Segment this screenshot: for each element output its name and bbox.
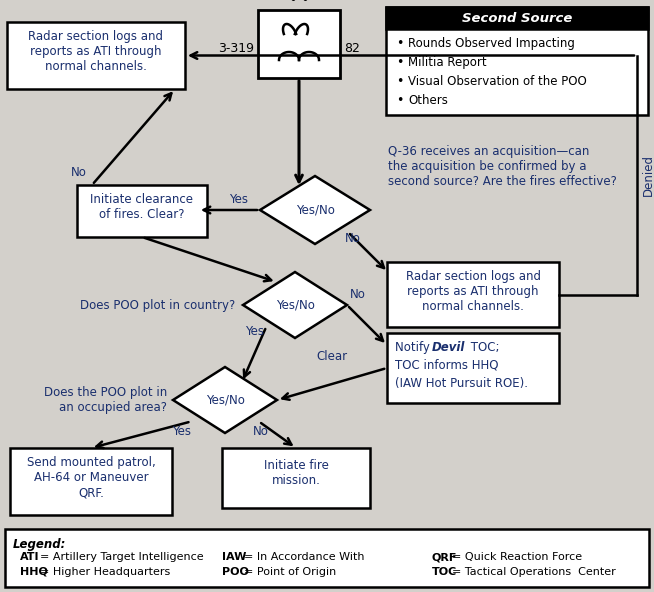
Text: •: •	[301, 0, 309, 8]
Text: IAW: IAW	[222, 552, 247, 562]
Bar	[387, 262, 559, 327]
Bar	[10, 448, 172, 515]
Text: HHQ: HHQ	[20, 567, 48, 577]
Text: Does the POO plot in
an occupied area?: Does the POO plot in an occupied area?	[44, 386, 167, 414]
Text: TOC informs HHQ: TOC informs HHQ	[395, 359, 498, 372]
Text: Others: Others	[408, 94, 448, 107]
Text: = In Accordance With: = In Accordance With	[244, 552, 364, 562]
Bar	[386, 7, 648, 29]
Text: •: •	[396, 37, 404, 50]
Text: Devil: Devil	[432, 341, 466, 354]
Text: = Higher Headquarters: = Higher Headquarters	[40, 567, 170, 577]
Text: 3-319: 3-319	[218, 41, 254, 54]
Text: No: No	[345, 233, 360, 246]
Text: = Artillery Target Intelligence: = Artillery Target Intelligence	[40, 552, 203, 562]
Text: Yes: Yes	[172, 425, 191, 438]
Text: Q-36 receives an acquisition—can
the acquisition be confirmed by a
second source: Q-36 receives an acquisition—can the acq…	[388, 145, 617, 188]
Text: •: •	[288, 0, 298, 8]
Text: Yes/No: Yes/No	[296, 204, 334, 217]
Text: Rounds Observed Impacting: Rounds Observed Impacting	[408, 37, 575, 50]
Text: Denied: Denied	[642, 154, 654, 196]
Bar	[5, 529, 649, 587]
Text: = Point of Origin: = Point of Origin	[244, 567, 336, 577]
Text: Yes/No: Yes/No	[205, 394, 245, 407]
Text: Visual Observation of the POO: Visual Observation of the POO	[408, 75, 587, 88]
Text: Yes/No: Yes/No	[275, 298, 315, 311]
Text: Radar section logs and
reports as ATI through
normal channels.: Radar section logs and reports as ATI th…	[405, 270, 540, 313]
Polygon shape	[243, 272, 347, 338]
Text: •: •	[396, 94, 404, 107]
Text: = Quick Reaction Force: = Quick Reaction Force	[452, 552, 582, 562]
Bar	[386, 7, 648, 115]
Text: (IAW Hot Pursuit ROE).: (IAW Hot Pursuit ROE).	[395, 377, 528, 390]
Bar	[387, 333, 559, 403]
Text: No: No	[350, 288, 366, 301]
Text: = Tactical Operations  Center: = Tactical Operations Center	[452, 567, 616, 577]
Polygon shape	[173, 367, 277, 433]
Text: No: No	[253, 425, 269, 438]
Bar	[222, 448, 370, 508]
Polygon shape	[260, 176, 370, 244]
Text: 82: 82	[344, 41, 360, 54]
Text: TOC: TOC	[432, 567, 457, 577]
Text: POO: POO	[222, 567, 249, 577]
Text: Clear: Clear	[317, 350, 347, 363]
Text: ATI: ATI	[20, 552, 39, 562]
Text: Does POO plot in country?: Does POO plot in country?	[80, 298, 235, 311]
Text: Militia Report: Militia Report	[408, 56, 487, 69]
Text: Legend:: Legend:	[13, 538, 66, 551]
Text: Yes: Yes	[229, 193, 248, 206]
Bar	[258, 10, 340, 78]
Text: Send mounted patrol,
AH-64 or Maneuver
QRF.: Send mounted patrol, AH-64 or Maneuver Q…	[27, 456, 156, 499]
Text: Initiate fire
mission.: Initiate fire mission.	[264, 459, 328, 487]
Text: •: •	[396, 75, 404, 88]
Text: QRF: QRF	[432, 552, 457, 562]
Text: Notify: Notify	[395, 341, 434, 354]
Bar	[77, 185, 207, 237]
Text: No: No	[71, 166, 87, 179]
Text: •: •	[396, 56, 404, 69]
Text: Radar section logs and
reports as ATI through
normal channels.: Radar section logs and reports as ATI th…	[29, 30, 164, 73]
Text: Second Source: Second Source	[462, 11, 572, 24]
Text: Yes: Yes	[245, 325, 264, 338]
Text: Initiate clearance
of fires. Clear?: Initiate clearance of fires. Clear?	[90, 193, 194, 221]
Bar	[7, 22, 185, 89]
Text: TOC;: TOC;	[467, 341, 500, 354]
